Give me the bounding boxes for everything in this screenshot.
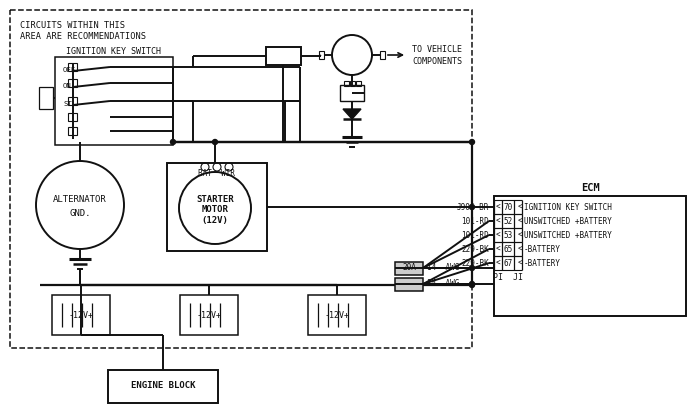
Bar: [340, 85, 364, 101]
Text: <: <: [496, 244, 500, 254]
Text: -12V+: -12V+: [69, 311, 94, 320]
Text: GND.: GND.: [69, 209, 91, 218]
Text: -12V+: -12V+: [324, 311, 349, 320]
Bar: [395, 262, 423, 275]
Text: 65: 65: [503, 244, 513, 254]
Bar: [344, 81, 349, 86]
Bar: [180, 295, 238, 335]
Bar: [108, 370, 218, 403]
Bar: [68, 79, 77, 87]
Text: 20A: 20A: [402, 263, 416, 273]
Text: (12V): (12V): [202, 216, 229, 225]
Bar: [52, 295, 110, 335]
Text: MOTOR: MOTOR: [202, 206, 229, 214]
Text: 67: 67: [503, 259, 513, 268]
Text: 14  AWG: 14 AWG: [427, 263, 459, 273]
Text: 14  AWG: 14 AWG: [427, 280, 459, 289]
Circle shape: [213, 140, 218, 145]
Bar: [308, 295, 366, 335]
Text: 53: 53: [503, 230, 513, 240]
Text: 229-BK: 229-BK: [462, 259, 489, 268]
Text: UNSWITCHED +BATTERY: UNSWITCHED +BATTERY: [524, 216, 612, 225]
Circle shape: [469, 282, 475, 287]
Text: COMPONENTS: COMPONENTS: [412, 57, 462, 66]
Text: -BATTERY: -BATTERY: [524, 244, 561, 254]
Text: <: <: [518, 216, 523, 225]
Circle shape: [469, 266, 475, 271]
Text: <: <: [496, 259, 500, 268]
Text: PI  JI: PI JI: [493, 273, 523, 282]
Text: <: <: [518, 259, 523, 268]
Circle shape: [469, 282, 475, 287]
Text: 52: 52: [503, 216, 513, 225]
Bar: [68, 97, 77, 105]
Text: ENGINE BLOCK: ENGINE BLOCK: [131, 382, 195, 391]
Bar: [380, 51, 385, 59]
Bar: [68, 113, 77, 121]
Bar: [68, 127, 77, 135]
Text: <: <: [518, 230, 523, 240]
Bar: [356, 81, 361, 86]
Bar: [39, 87, 53, 109]
Text: BAT  WIR: BAT WIR: [198, 169, 236, 178]
Bar: [494, 196, 686, 316]
Text: <: <: [496, 216, 500, 225]
Text: ALTERNATOR: ALTERNATOR: [53, 195, 107, 204]
Text: -BATTERY: -BATTERY: [524, 259, 561, 268]
Text: 70: 70: [503, 202, 513, 211]
Bar: [167, 163, 267, 251]
Text: ST: ST: [63, 101, 72, 107]
Text: 229-BK: 229-BK: [462, 244, 489, 254]
Text: AREA ARE RECOMMENDATIONS: AREA ARE RECOMMENDATIONS: [20, 32, 146, 41]
Bar: [68, 63, 77, 71]
Polygon shape: [343, 109, 361, 119]
Text: UNSWITCHED +BATTERY: UNSWITCHED +BATTERY: [524, 230, 612, 240]
Text: IGNITION KEY SWITCH: IGNITION KEY SWITCH: [67, 47, 161, 55]
Text: STARTER: STARTER: [196, 195, 234, 204]
Text: 101-RD: 101-RD: [462, 230, 489, 240]
Text: ON: ON: [63, 83, 72, 89]
Bar: [395, 278, 423, 291]
Text: CIRCUITS WITHIN THIS: CIRCUITS WITHIN THIS: [20, 21, 125, 30]
Bar: [350, 81, 355, 86]
Text: <: <: [518, 202, 523, 211]
Circle shape: [170, 140, 175, 145]
Text: J906-BR: J906-BR: [457, 202, 489, 211]
Text: -12V+: -12V+: [197, 311, 222, 320]
Bar: [10, 10, 472, 348]
Text: IGNITION KEY SWITCH: IGNITION KEY SWITCH: [524, 202, 612, 211]
Text: ECM: ECM: [581, 183, 599, 193]
Text: TO VEHICLE: TO VEHICLE: [412, 45, 462, 54]
Bar: [319, 51, 324, 59]
Text: <: <: [496, 230, 500, 240]
Bar: [55, 57, 173, 145]
Text: <: <: [518, 244, 523, 254]
Text: <: <: [496, 202, 500, 211]
Text: OFF: OFF: [63, 67, 76, 73]
Text: 101-RD: 101-RD: [462, 216, 489, 225]
Circle shape: [469, 204, 475, 209]
Circle shape: [469, 140, 475, 145]
Bar: [266, 47, 301, 65]
